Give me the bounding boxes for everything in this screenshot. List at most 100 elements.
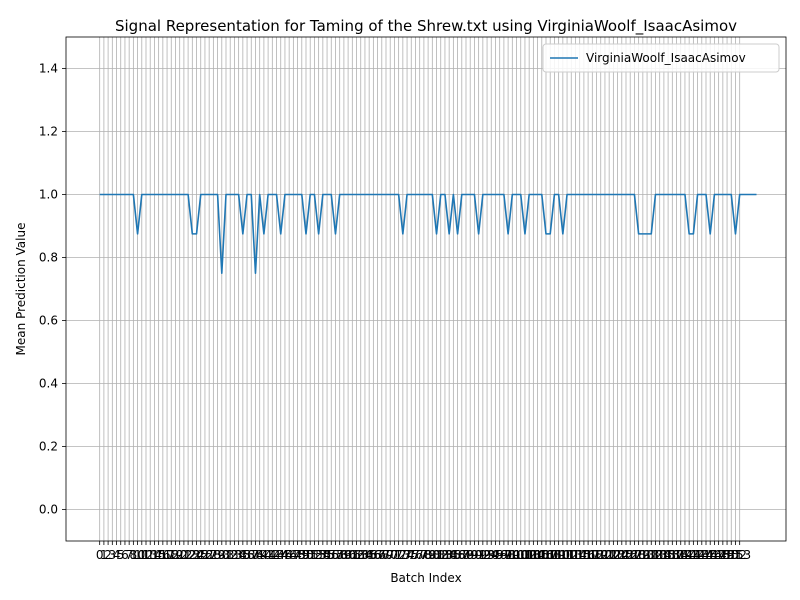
x-tick-label: 149 (711, 548, 734, 562)
x-tick-label: 23 (185, 548, 200, 562)
x-tick-label: 152 (724, 548, 747, 562)
x-tick-label: 26 (197, 548, 212, 562)
x-tick-label: 63 (353, 548, 368, 562)
x-tick-label: 107 (535, 548, 558, 562)
x-tick-label: 44 (273, 548, 288, 562)
x-tick-label: 129 (627, 548, 650, 562)
x-tick-label: 84 (442, 548, 457, 562)
x-tick-label: 117 (577, 548, 600, 562)
x-tick-label: 75 (404, 548, 419, 562)
x-tick-label: 50 (298, 548, 313, 562)
x-tick-label: 38 (248, 548, 263, 562)
x-tick-label: 64 (357, 548, 372, 562)
x-tick-label: 32 (223, 548, 238, 562)
x-tick-label: 45 (277, 548, 292, 562)
grid (66, 37, 786, 541)
x-tick-label: 145 (695, 548, 718, 562)
y-tick-label: 0.4 (39, 377, 58, 391)
x-tick-label: 19 (168, 548, 183, 562)
x-tick-label: 148 (707, 548, 730, 562)
legend-entry-label: VirginiaWoolf_IsaacAsimov (586, 51, 746, 65)
x-tick-label: 122 (598, 548, 621, 562)
x-tick-label: 47 (286, 548, 301, 562)
x-tick-label: 43 (269, 548, 284, 562)
x-tick-label: 116 (572, 548, 595, 562)
x-tick-label: 103 (518, 548, 541, 562)
x-tick-label: 96 (492, 548, 507, 562)
x-tick-label: 66 (366, 548, 381, 562)
y-tick-label: 0.0 (39, 503, 58, 517)
x-tick-label: 22 (180, 548, 195, 562)
x-tick-label: 14 (147, 548, 162, 562)
x-tick-label: 68 (374, 548, 389, 562)
x-tick-label: 105 (526, 548, 549, 562)
x-tick-label: 29 (210, 548, 225, 562)
y-tick-label: 0.8 (39, 251, 58, 265)
x-tick-label: 67 (370, 548, 385, 562)
x-tick-label: 49 (294, 548, 309, 562)
y-tick-label: 0.6 (39, 314, 58, 328)
legend: VirginiaWoolf_IsaacAsimov (542, 43, 780, 73)
series-line (99, 193, 757, 275)
x-tick-label: 3 (108, 548, 116, 562)
x-tick-label: 139 (669, 548, 692, 562)
x-tick-label: 10 (130, 548, 145, 562)
x-tick-label: 151 (720, 548, 743, 562)
x-tick-label: 28 (206, 548, 221, 562)
x-tick-label: 123 (602, 548, 625, 562)
x-tick-label: 57 (328, 548, 343, 562)
x-tick-label: 80 (425, 548, 440, 562)
x-tick-label: 125 (610, 548, 633, 562)
x-tick-label: 1 (100, 548, 108, 562)
x-tick-label: 102 (513, 548, 536, 562)
x-tick-label: 88 (458, 548, 473, 562)
x-tick-label: 94 (484, 548, 499, 562)
x-tick-label: 69 (378, 548, 393, 562)
x-tick-label: 59 (336, 548, 351, 562)
x-tick-label: 13 (143, 548, 158, 562)
x-tick-label: 119 (585, 548, 608, 562)
x-tick-label: 35 (235, 548, 250, 562)
x-tick-label: 76 (408, 548, 423, 562)
x-tick-label: 147 (703, 548, 726, 562)
x-tick-label: 72 (391, 548, 406, 562)
x-tick-label: 31 (218, 548, 233, 562)
x-tick-label: 144 (690, 548, 713, 562)
x-tick-label: 25 (193, 548, 208, 562)
x-tick-label: 92 (475, 548, 490, 562)
x-tick-label: 85 (446, 548, 461, 562)
x-tick-label: 17 (159, 548, 174, 562)
x-tick-label: 128 (623, 548, 646, 562)
x-tick-label: 131 (636, 548, 659, 562)
x-tick-label: 54 (315, 548, 330, 562)
x-tick-label: 89 (463, 548, 478, 562)
x-tick-label: 7 (125, 548, 133, 562)
x-tick-label: 2 (104, 548, 112, 562)
x-axis: 0123456781011121314151617181920212223242… (96, 541, 751, 562)
x-tick-label: 98 (500, 548, 515, 562)
x-tick-label: 62 (349, 548, 364, 562)
x-tick-label: 127 (619, 548, 642, 562)
legend-box (542, 43, 780, 73)
x-tick-label: 86 (450, 548, 465, 562)
x-tick-label: 115 (568, 548, 591, 562)
x-tick-label: 5 (117, 548, 125, 562)
y-tick-label: 0.2 (39, 440, 58, 454)
x-tick-label: 12 (138, 548, 153, 562)
x-tick-label: 100 (505, 548, 528, 562)
x-tick-label: 78 (416, 548, 431, 562)
series-layer (99, 193, 757, 275)
x-tick-label: 73 (395, 548, 410, 562)
x-tick-label: 27 (202, 548, 217, 562)
x-tick-label: 60 (340, 548, 355, 562)
x-tick-label: 114 (564, 548, 587, 562)
x-tick-label: 30 (214, 548, 229, 562)
x-tick-label: 74 (399, 548, 414, 562)
x-tick-label: 0 (96, 548, 104, 562)
x-tick-label: 143 (686, 548, 709, 562)
x-tick-label: 6 (121, 548, 129, 562)
x-tick-label: 71 (387, 548, 402, 562)
chart-title: Signal Representation for Taming of the … (115, 17, 737, 36)
x-tick-label: 51 (303, 548, 318, 562)
